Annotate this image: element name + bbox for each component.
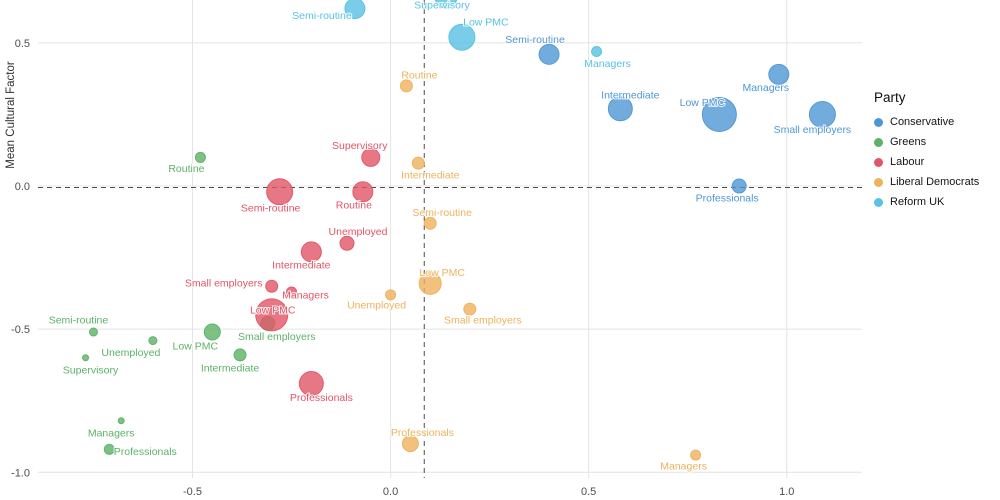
- data-point-conservative: [768, 63, 790, 85]
- data-point-liberal-democrats: [385, 289, 397, 301]
- point-label-liberal-democrats: Small employers: [444, 315, 522, 327]
- legend-item-greens: Greens: [874, 136, 996, 148]
- y-axis-title: Mean Cultural Factor: [5, 61, 17, 169]
- point-label-conservative: Small employers: [774, 124, 852, 136]
- x-tick-label: 0.5: [581, 486, 596, 498]
- point-label-labour: Low PMC: [250, 304, 296, 316]
- legend-swatch-liberal-democrats: [874, 177, 883, 187]
- legend-swatch-greens: [874, 137, 883, 147]
- point-label-greens: Supervisory: [63, 364, 119, 376]
- data-point-greens: [233, 348, 247, 362]
- data-point-greens: [82, 354, 90, 362]
- data-point-reform-uk: [434, 0, 458, 9]
- y-tick-label: 0.0: [15, 181, 30, 193]
- point-label-labour: Professionals: [290, 392, 353, 404]
- point-label-conservative: Low PMC: [680, 97, 726, 109]
- point-label-labour: Small employers: [185, 278, 263, 290]
- point-label-conservative: Professionals: [696, 193, 759, 205]
- point-label-greens: Unemployed: [101, 347, 160, 359]
- point-label-labour: Unemployed: [329, 226, 388, 238]
- point-label-liberal-democrats: Routine: [401, 69, 437, 81]
- data-point-greens: [117, 417, 125, 425]
- data-point-conservative: [731, 178, 747, 194]
- data-point-reform-uk: [344, 0, 366, 20]
- point-label-labour: Supervisory: [332, 140, 388, 152]
- point-label-reform-uk: Low PMC: [463, 17, 509, 29]
- data-point-liberal-democrats: [399, 79, 413, 93]
- legend-label: Greens: [890, 136, 927, 148]
- data-point-liberal-democrats: [423, 216, 437, 230]
- legend-label: Labour: [890, 156, 925, 168]
- data-point-greens: [103, 443, 115, 455]
- legend-label: Conservative: [890, 116, 955, 128]
- point-label-greens: Professionals: [114, 446, 177, 458]
- point-label-labour: Intermediate: [272, 259, 331, 271]
- data-point-conservative: [538, 43, 560, 65]
- point-label-liberal-democrats: Low PMC: [419, 267, 465, 279]
- data-point-liberal-democrats: [418, 271, 442, 295]
- legend-item-liberal-democrats: Liberal Democrats: [874, 176, 996, 188]
- point-label-reform-uk: Supervisory: [414, 0, 470, 12]
- point-label-liberal-democrats: Managers: [660, 461, 707, 473]
- point-label-conservative: Managers: [742, 82, 789, 94]
- legend-swatch-conservative: [874, 117, 883, 127]
- data-point-liberal-democrats: [690, 449, 702, 461]
- data-point-liberal-democrats: [411, 156, 425, 170]
- data-point-labour: [300, 241, 322, 263]
- data-point-reform-uk: [591, 46, 603, 58]
- data-point-labour: [361, 147, 381, 167]
- data-point-conservative: [808, 100, 836, 128]
- data-point-conservative: [701, 96, 737, 132]
- legend: Party Conservative Greens Labour Liberal…: [874, 90, 996, 216]
- y-tick-label: 0.5: [15, 38, 30, 50]
- legend-label: Liberal Democrats: [890, 176, 980, 188]
- point-label-liberal-democrats: Semi-routine: [412, 207, 472, 219]
- point-label-greens: Routine: [168, 163, 204, 175]
- y-tick-label: -0.5: [11, 324, 30, 336]
- point-label-labour: Routine: [336, 199, 372, 211]
- data-point-labour: [286, 286, 298, 298]
- point-label-conservative: Intermediate: [601, 89, 660, 101]
- legend-item-labour: Labour: [874, 156, 996, 168]
- data-point-labour: [352, 181, 374, 203]
- x-tick-label: 0.0: [383, 486, 398, 498]
- data-point-liberal-democrats: [463, 302, 477, 316]
- y-tick-label: -1.0: [11, 467, 30, 479]
- legend-item-reform-uk: Reform UK: [874, 196, 996, 208]
- point-label-greens: Managers: [88, 427, 135, 439]
- point-label-liberal-democrats: Unemployed: [347, 299, 406, 311]
- data-point-labour: [265, 279, 279, 293]
- point-label-labour: Semi-routine: [241, 202, 301, 214]
- point-label-greens: Intermediate: [201, 362, 260, 374]
- data-point-labour: [298, 371, 324, 397]
- legend-label: Reform UK: [890, 196, 945, 208]
- point-label-greens: Small employers: [238, 331, 316, 343]
- data-point-greens: [203, 323, 221, 341]
- data-point-conservative: [607, 96, 633, 122]
- legend-item-conservative: Conservative: [874, 116, 996, 128]
- x-tick-label: 1.0: [779, 486, 794, 498]
- point-label-labour: Managers: [282, 289, 329, 301]
- point-label-liberal-democrats: Intermediate: [401, 170, 460, 182]
- legend-swatch-reform-uk: [874, 197, 883, 207]
- point-label-reform-uk: Managers: [584, 58, 631, 70]
- point-label-greens: Semi-routine: [49, 315, 109, 327]
- data-point-greens: [148, 336, 158, 346]
- data-point-liberal-democrats: [401, 435, 419, 453]
- point-label-greens: Low PMC: [173, 341, 219, 353]
- data-point-greens: [194, 151, 206, 163]
- data-point-labour: [266, 178, 294, 206]
- legend-swatch-labour: [874, 157, 883, 167]
- x-tick-label: -0.5: [183, 486, 202, 498]
- data-point-labour: [339, 235, 355, 251]
- data-point-greens: [88, 327, 98, 337]
- point-label-reform-uk: Semi-routine: [292, 10, 352, 22]
- legend-title: Party: [874, 90, 906, 105]
- point-label-liberal-democrats: Professionals: [391, 427, 454, 439]
- point-label-conservative: Semi-routine: [505, 34, 565, 46]
- data-point-reform-uk: [448, 23, 476, 51]
- data-point-labour: [255, 298, 289, 332]
